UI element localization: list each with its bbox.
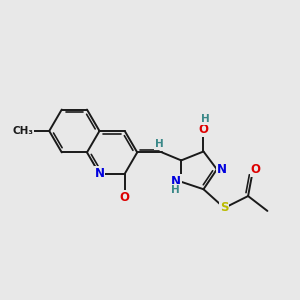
Text: H: H <box>172 185 180 195</box>
Text: O: O <box>250 163 260 176</box>
Text: O: O <box>199 123 208 136</box>
Text: CH₃: CH₃ <box>13 126 34 136</box>
Text: N: N <box>94 167 104 180</box>
Text: S: S <box>220 202 229 214</box>
Text: H: H <box>201 114 209 124</box>
Text: N: N <box>171 175 181 188</box>
Text: N: N <box>217 163 227 176</box>
Text: H: H <box>154 139 163 149</box>
Text: O: O <box>120 191 130 204</box>
